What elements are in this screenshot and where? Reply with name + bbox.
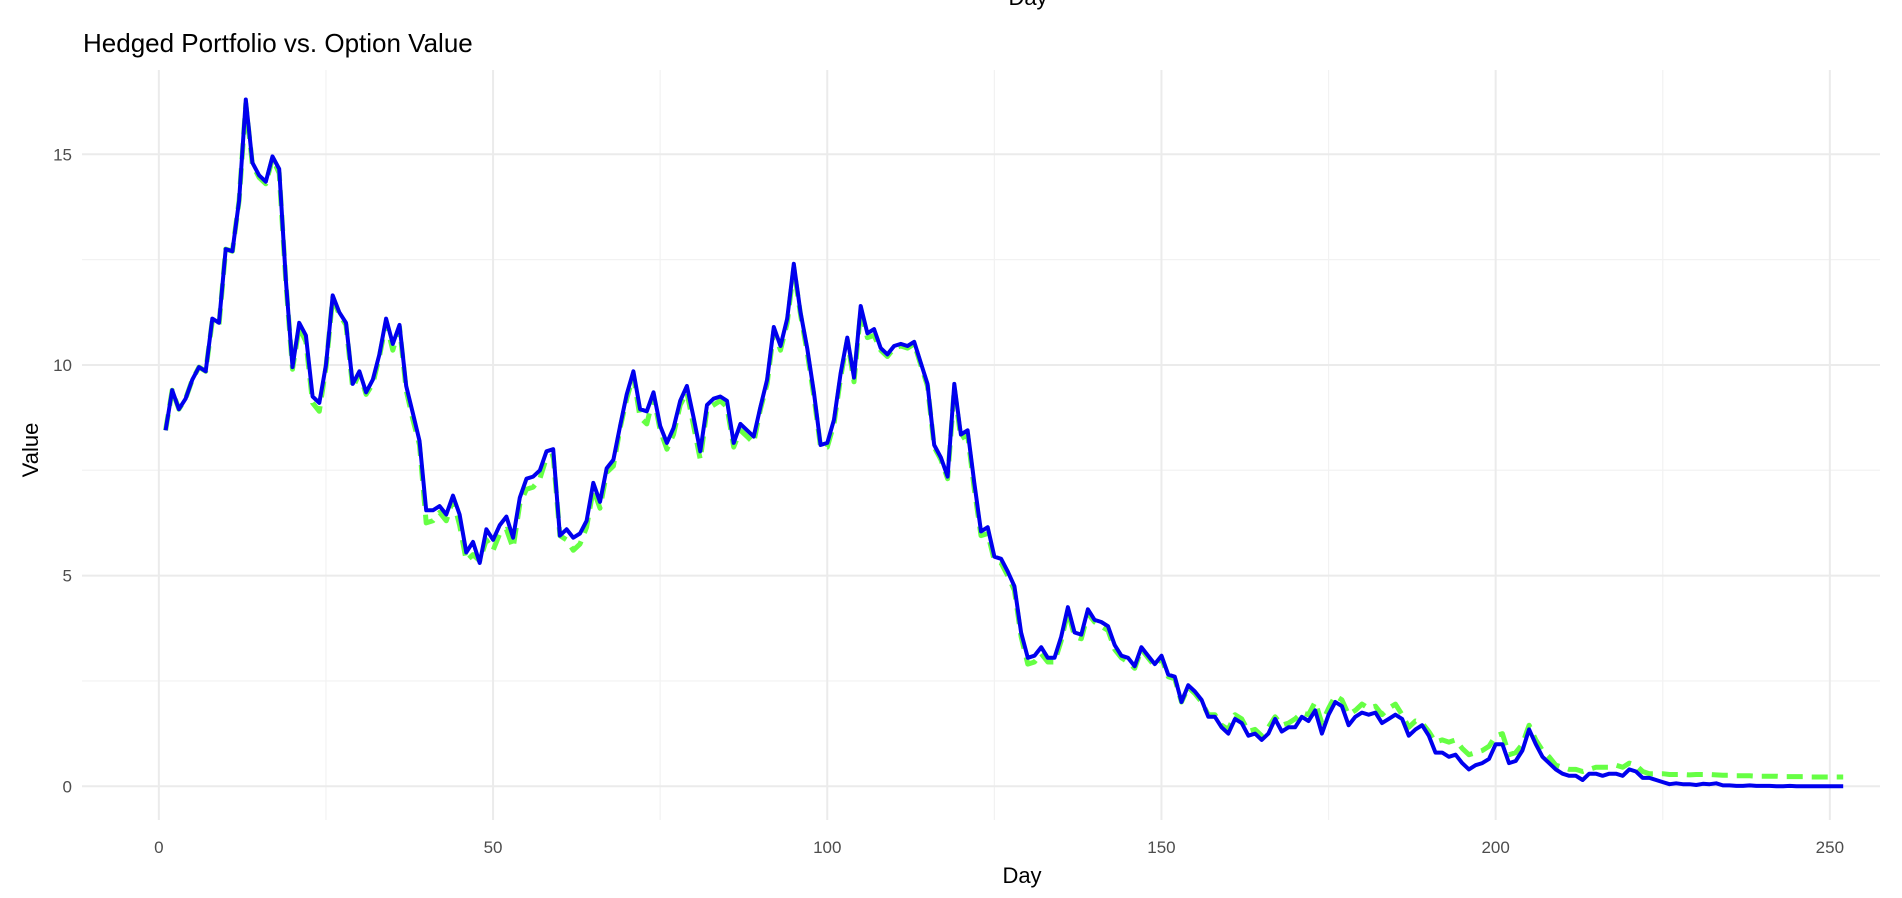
series-line-solid <box>163 97 1844 789</box>
x-tick-label: 0 <box>154 838 163 857</box>
x-tick-label: 250 <box>1816 838 1844 857</box>
tick-labels: 0 50 100 150 200 250 0 5 10 15 <box>53 145 1844 857</box>
y-tick-label: 10 <box>53 356 72 375</box>
y-axis-title: Value <box>18 423 43 478</box>
x-tick-label: 150 <box>1147 838 1175 857</box>
x-tick-label: 100 <box>813 838 841 857</box>
series-layer <box>163 97 1844 789</box>
x-tick-label: 200 <box>1481 838 1509 857</box>
top-cut-x-axis-title: Day <box>1008 0 1047 10</box>
series-line-dashed <box>163 101 1844 780</box>
y-tick-label: 5 <box>63 567 72 586</box>
grid-minor <box>82 70 1880 820</box>
x-axis-title: Day <box>1002 863 1041 888</box>
chart-title: Hedged Portfolio vs. Option Value <box>83 28 473 58</box>
y-tick-label: 15 <box>53 145 72 164</box>
x-tick-label: 50 <box>484 838 503 857</box>
grid-major <box>82 70 1880 820</box>
y-tick-label: 0 <box>63 777 72 796</box>
